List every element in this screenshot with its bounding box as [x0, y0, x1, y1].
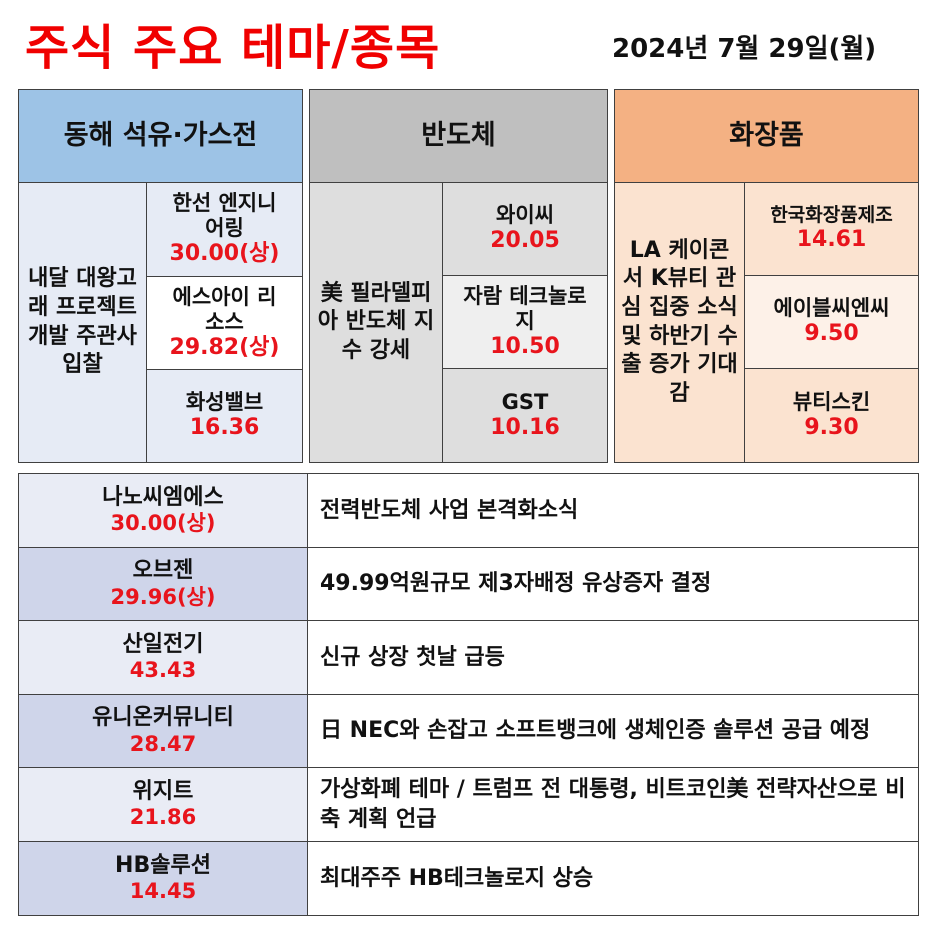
table-row-name: 위지트 21.86: [18, 767, 308, 842]
stock-value: 29.82(상): [169, 334, 280, 360]
stock-value: 9.30: [804, 414, 859, 440]
table-row-reason: 日 NEC와 손잡고 소프트뱅크에 생체인증 솔루션 공급 예정: [307, 694, 919, 768]
stock-value: 14.61: [796, 227, 867, 253]
table-row-reason: 49.99억원규모 제3자배정 유상증자 결정: [307, 547, 919, 621]
stock-cell: 와이씨 20.05: [442, 182, 608, 276]
stock-value: 30.00(상): [110, 511, 216, 536]
stock-value: 28.47: [129, 731, 197, 756]
table-row-name: 산일전기 43.43: [18, 620, 308, 695]
stock-name: 산일전기: [122, 631, 204, 657]
table-row-reason: 전력반도체 사업 본격화소식: [307, 473, 919, 548]
theme-reason: 美 필라델피아 반도체 지수 강세: [309, 182, 443, 463]
stock-value: 29.96(상): [110, 584, 216, 609]
stock-value: 30.00(상): [169, 241, 280, 267]
stock-cell: 뷰티스킨 9.30: [744, 368, 919, 463]
stock-value: 10.16: [490, 414, 560, 440]
stock-name: 화성밸브: [185, 390, 264, 415]
stock-name: 에이블씨엔씨: [773, 296, 890, 321]
theme-reason: LA 케이콘서 K뷰티 관심 집중 소식 및 하반기 수출 증가 기대감: [614, 182, 745, 463]
stock-value: 10.50: [490, 333, 560, 359]
stock-cell: 에스아이 리소스 29.82(상): [146, 276, 303, 370]
table-row-reason: 가상화폐 테마 / 트럼프 전 대통령, 비트코인美 전략자산으로 비축 계획 …: [307, 767, 919, 842]
stock-cell: 한선 엔지니어링 30.00(상): [146, 182, 303, 277]
stock-value: 16.36: [189, 415, 260, 441]
stock-cell: 한국화장품제조 14.61: [744, 182, 919, 276]
stock-name: HB솔루션: [115, 852, 211, 878]
stock-cell: GST 10.16: [442, 368, 608, 463]
stock-value: 9.50: [804, 321, 859, 347]
page-title: 주식 주요 테마/종목: [25, 20, 441, 76]
stock-cell: 에이블씨엔씨 9.50: [744, 275, 919, 369]
stock-cell: 자람 테크놀로지 10.50: [442, 275, 608, 369]
theme-header: 화장품: [614, 89, 919, 183]
stock-value: 14.45: [129, 879, 197, 904]
stock-name: 와이씨: [496, 203, 554, 228]
stock-name: 한국화장품제조: [770, 204, 893, 227]
theme-header: 동해 석유·가스전: [18, 89, 303, 183]
table-row-name: HB솔루션 14.45: [18, 841, 308, 916]
theme-reason: 내달 대왕고래 프로젝트 개발 주관사 입찰: [18, 182, 147, 463]
table-row-reason: 최대주주 HB테크놀로지 상승: [307, 841, 919, 916]
stock-value: 20.05: [490, 228, 560, 254]
theme-header: 반도체: [309, 89, 608, 183]
stock-name: 오브젠: [132, 558, 194, 584]
stock-name: GST: [501, 389, 549, 414]
stock-name: 에스아이 리소스: [172, 284, 277, 334]
table-row-reason: 신규 상장 첫날 급등: [307, 620, 919, 695]
stock-name: 자람 테크놀로지: [463, 283, 587, 333]
table-row-name: 유니온커뮤니티 28.47: [18, 694, 308, 768]
stock-name: 위지트: [132, 778, 194, 804]
stock-value: 43.43: [129, 658, 197, 683]
stock-cell: 화성밸브 16.36: [146, 369, 303, 463]
table-row-name: 나노씨엠에스 30.00(상): [18, 473, 308, 548]
stock-value: 21.86: [129, 805, 197, 830]
stock-name: 나노씨엠에스: [102, 484, 224, 510]
stock-name: 한선 엔지니어링: [172, 191, 277, 241]
date-label: 2024년 7월 29일(월): [612, 34, 877, 64]
stock-name: 뷰티스킨: [792, 389, 871, 414]
table-row-name: 오브젠 29.96(상): [18, 547, 308, 621]
stock-name: 유니온커뮤니티: [92, 705, 234, 731]
